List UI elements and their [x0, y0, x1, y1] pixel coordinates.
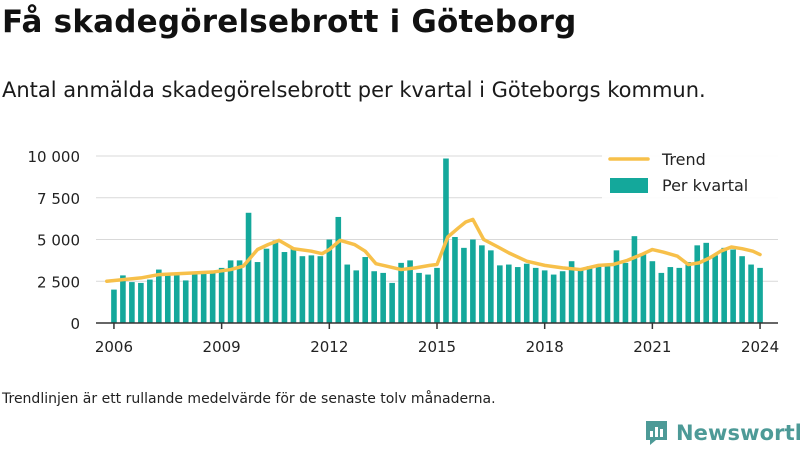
newsworthy-logo-icon	[646, 421, 667, 445]
y-tick-label: 0	[70, 315, 80, 333]
bar	[541, 270, 548, 323]
bar	[613, 250, 620, 323]
bar	[138, 282, 144, 323]
bar	[227, 260, 234, 324]
bar	[523, 263, 530, 323]
bar	[407, 260, 413, 324]
bar	[120, 275, 126, 323]
bar	[757, 267, 763, 323]
y-axis-tick-labels: 0 2 500 5 000 7 500 10 000	[28, 148, 81, 333]
bar	[326, 239, 333, 323]
bar	[353, 270, 360, 323]
bar	[425, 274, 431, 323]
bar	[299, 256, 306, 323]
bar	[209, 272, 216, 323]
bar	[514, 267, 521, 323]
bar	[470, 239, 476, 323]
bar	[721, 247, 727, 323]
bar	[389, 282, 395, 323]
bar	[164, 275, 171, 323]
bar	[703, 242, 710, 323]
bar	[147, 279, 153, 323]
bar	[200, 272, 207, 323]
x-axis-ticks: 2006 2009 2012 2015 2018 2021 2024	[95, 323, 779, 356]
bar	[604, 266, 611, 323]
bar	[344, 264, 351, 323]
bar	[461, 247, 467, 323]
bar	[479, 245, 485, 323]
bar	[532, 267, 539, 323]
bar	[254, 262, 261, 323]
x-tick-label: 2024	[741, 338, 779, 356]
bar	[129, 282, 135, 323]
bar	[380, 272, 386, 323]
bar	[173, 272, 180, 323]
bar	[371, 271, 377, 323]
bar	[191, 272, 198, 323]
bar	[676, 267, 683, 323]
chart-subtitle: Antal anmälda skadegörelsebrott per kvar…	[2, 78, 706, 102]
bar	[649, 261, 656, 323]
x-tick-label: 2015	[418, 338, 456, 356]
bar	[658, 272, 665, 323]
y-tick-label: 5 000	[37, 232, 80, 250]
y-tick-label: 10 000	[28, 148, 81, 166]
bars-per-kvartal	[111, 158, 763, 324]
bar	[272, 240, 279, 323]
bar	[245, 212, 252, 323]
bar	[505, 264, 512, 323]
legend-trend-label: Trend	[661, 150, 706, 169]
x-tick-label: 2009	[203, 338, 241, 356]
trend-line	[105, 217, 762, 283]
bar	[559, 271, 566, 323]
bar	[497, 265, 503, 323]
bar	[236, 260, 243, 324]
x-tick-label: 2018	[526, 338, 564, 356]
bar	[712, 255, 718, 323]
bar	[685, 262, 692, 323]
bar	[156, 269, 162, 323]
y-tick-label: 2 500	[37, 273, 80, 291]
bar	[739, 256, 745, 323]
legend-bar-swatch	[610, 178, 648, 193]
bar	[694, 245, 701, 323]
brand-name: Newsworthy	[676, 421, 800, 445]
bar	[640, 253, 647, 323]
chart-title: Få skadegörelsebrott i Göteborg	[2, 4, 577, 40]
bar	[416, 272, 422, 323]
footnote: Trendlinjen är ett rullande medelvärde f…	[2, 391, 496, 407]
bar	[730, 249, 736, 323]
newsworthy-brand[interactable]: Newsworthy	[644, 418, 800, 448]
bar	[263, 248, 270, 323]
bar	[631, 236, 638, 323]
bar	[568, 261, 575, 323]
bar	[182, 280, 189, 323]
bar	[335, 216, 342, 323]
bar	[281, 252, 288, 323]
x-tick-label: 2021	[633, 338, 671, 356]
bar	[290, 248, 297, 323]
bar	[398, 262, 404, 323]
bar	[362, 257, 369, 323]
bar	[111, 289, 117, 323]
bar	[577, 268, 584, 323]
bar	[586, 266, 593, 323]
bar	[622, 262, 629, 323]
bar	[308, 255, 315, 323]
x-tick-label: 2006	[95, 338, 133, 356]
bar	[550, 274, 557, 323]
bar	[595, 266, 602, 323]
y-tick-label: 7 500	[37, 190, 80, 208]
legend: Trend Per kvartal	[602, 146, 780, 200]
x-tick-label: 2012	[310, 338, 348, 356]
bar	[748, 264, 754, 323]
legend-bar-label: Per kvartal	[662, 176, 748, 195]
bar	[488, 250, 494, 323]
bar	[317, 256, 324, 323]
bar	[452, 237, 458, 323]
bar	[667, 267, 674, 323]
bar	[434, 267, 440, 323]
bar	[218, 267, 225, 323]
